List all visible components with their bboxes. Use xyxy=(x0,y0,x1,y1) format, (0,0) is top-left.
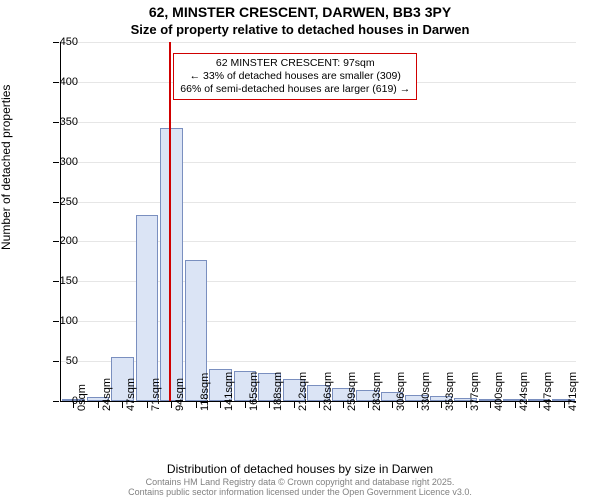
x-tick xyxy=(122,402,123,408)
title-line-2: Size of property relative to detached ho… xyxy=(0,22,600,37)
x-tick-label: 259sqm xyxy=(346,372,358,411)
x-tick-label: 165sqm xyxy=(248,372,260,411)
x-tick xyxy=(269,402,270,408)
x-tick xyxy=(343,402,344,408)
x-tick xyxy=(515,402,516,408)
plot-area: 62 MINSTER CRESCENT: 97sqm← 33% of detac… xyxy=(60,42,576,402)
y-tick xyxy=(53,401,59,402)
x-tick-label: 236sqm xyxy=(322,372,334,411)
x-tick-label: 188sqm xyxy=(272,372,284,411)
bar xyxy=(160,128,183,401)
x-tick xyxy=(564,402,565,408)
x-tick-label: 424sqm xyxy=(518,372,530,411)
x-tick xyxy=(147,402,148,408)
footer-attribution: Contains HM Land Registry data © Crown c… xyxy=(0,478,600,498)
y-tick xyxy=(53,241,59,242)
x-tick xyxy=(294,402,295,408)
x-tick xyxy=(417,402,418,408)
x-tick-label: 400sqm xyxy=(493,372,505,411)
x-tick xyxy=(319,402,320,408)
footer-line-2: Contains public sector information licen… xyxy=(0,488,600,498)
x-tick xyxy=(98,402,99,408)
y-tick xyxy=(53,361,59,362)
annotation-heading: 62 MINSTER CRESCENT: 97sqm xyxy=(180,57,410,70)
x-axis-label: Distribution of detached houses by size … xyxy=(0,462,600,476)
x-tick-label: 447sqm xyxy=(542,372,554,411)
annotation-line: ← 33% of detached houses are smaller (30… xyxy=(180,70,410,83)
x-tick xyxy=(171,402,172,408)
gridline xyxy=(61,162,576,163)
x-tick-label: 94sqm xyxy=(174,378,186,411)
x-tick xyxy=(245,402,246,408)
x-tick-label: 141sqm xyxy=(223,372,235,411)
gridline xyxy=(61,122,576,123)
y-tick-label: 200 xyxy=(60,235,78,247)
x-tick-label: 47sqm xyxy=(125,378,137,411)
x-tick-label: 471sqm xyxy=(567,372,579,411)
x-tick-label: 212sqm xyxy=(297,372,309,411)
gridline xyxy=(61,42,576,43)
y-tick xyxy=(53,162,59,163)
title-line-1: 62, MINSTER CRESCENT, DARWEN, BB3 3PY xyxy=(0,4,600,20)
y-tick-label: 400 xyxy=(60,76,78,88)
x-tick-label: 71sqm xyxy=(150,378,162,411)
x-tick xyxy=(220,402,221,408)
y-tick-label: 150 xyxy=(60,275,78,287)
x-tick xyxy=(441,402,442,408)
x-tick xyxy=(392,402,393,408)
y-tick xyxy=(53,202,59,203)
x-tick-label: 24sqm xyxy=(101,378,113,411)
annotation-box: 62 MINSTER CRESCENT: 97sqm← 33% of detac… xyxy=(173,53,417,100)
x-tick xyxy=(196,402,197,408)
x-tick-label: 118sqm xyxy=(199,373,211,411)
chart-container: 62, MINSTER CRESCENT, DARWEN, BB3 3PY Si… xyxy=(0,0,600,500)
y-tick-label: 50 xyxy=(66,355,78,367)
x-tick-label: 330sqm xyxy=(420,372,432,411)
y-tick-label: 300 xyxy=(60,156,78,168)
x-tick xyxy=(466,402,467,408)
y-tick xyxy=(53,82,59,83)
x-tick-label: 283sqm xyxy=(371,372,383,411)
y-tick xyxy=(53,42,59,43)
annotation-line: 66% of semi-detached houses are larger (… xyxy=(180,83,410,96)
y-tick xyxy=(53,281,59,282)
bar xyxy=(136,215,159,401)
y-tick-label: 350 xyxy=(60,116,78,128)
x-tick-label: 0sqm xyxy=(76,384,88,411)
x-tick xyxy=(539,402,540,408)
y-axis-label: Number of detached properties xyxy=(0,85,13,250)
y-tick-label: 250 xyxy=(60,196,78,208)
y-tick-label: 450 xyxy=(60,36,78,48)
y-tick xyxy=(53,122,59,123)
x-tick-label: 353sqm xyxy=(444,372,456,411)
x-tick-label: 306sqm xyxy=(395,372,407,411)
y-tick-label: 100 xyxy=(60,315,78,327)
property-marker-line xyxy=(169,42,171,401)
x-tick-label: 377sqm xyxy=(469,372,481,411)
x-tick xyxy=(368,402,369,408)
gridline xyxy=(61,202,576,203)
y-tick xyxy=(53,321,59,322)
x-tick xyxy=(490,402,491,408)
